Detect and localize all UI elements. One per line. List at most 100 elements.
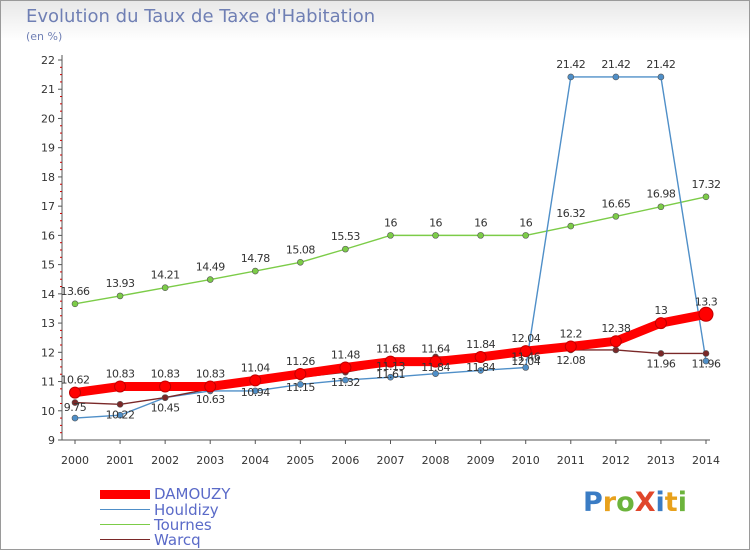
data-point-warcq	[161, 394, 169, 401]
data-label-houldizy: 21.42	[556, 58, 585, 71]
x-tick-label: 2011	[557, 454, 585, 467]
y-tick-label: 21	[41, 83, 55, 96]
data-label-damouzy: 13.3	[695, 295, 718, 308]
data-point-damouzy	[698, 306, 714, 322]
data-label-tournes: 16.65	[601, 197, 630, 210]
y-tick-label: 19	[41, 142, 55, 155]
x-tick-label: 2002	[151, 454, 179, 467]
legend-label-damouzy: DAMOUZY	[154, 485, 231, 503]
data-label-warcq: 11.96	[646, 357, 675, 370]
legend-label-tournes: Tournes	[154, 516, 212, 534]
y-tick-label: 11	[41, 376, 55, 389]
x-tick-label: 2013	[647, 454, 675, 467]
logo-letter: i	[677, 487, 687, 518]
y-tick-label: 10	[41, 405, 55, 418]
data-label-damouzy: 12.04	[511, 332, 540, 345]
data-label-warcq: 10.94	[241, 386, 270, 399]
logo-letter: r	[602, 487, 617, 518]
y-tick-label: 20	[41, 112, 55, 125]
data-point-damouzy	[159, 380, 172, 393]
data-point-damouzy	[114, 380, 127, 393]
chart-subtitle: (en %)	[26, 30, 63, 43]
data-label-damouzy: 10.83	[196, 368, 225, 381]
data-label-houldizy: 11.46	[511, 351, 540, 364]
y-tick-label: 17	[41, 200, 55, 213]
data-point-tournes	[657, 203, 665, 211]
data-point-warcq	[612, 346, 620, 354]
data-label-tournes: 16	[519, 216, 532, 229]
data-point-houldizy	[612, 73, 620, 81]
data-label-houldizy: 11.13	[376, 360, 405, 373]
data-label-warcq: 11.84	[466, 361, 495, 374]
data-label-houldizy: 9.75	[64, 401, 87, 414]
data-label-tournes: 17.32	[692, 178, 721, 191]
data-point-damouzy	[474, 350, 487, 363]
data-point-tournes	[206, 276, 214, 283]
data-point-tournes	[297, 258, 304, 266]
x-tick-label: 2003	[196, 454, 224, 467]
data-point-houldizy	[71, 414, 79, 422]
data-point-tournes	[251, 267, 259, 275]
data-label-damouzy: 10.83	[151, 368, 180, 381]
legend-label-warcq: Warcq	[154, 531, 201, 549]
data-label-damouzy: 11.48	[331, 349, 360, 362]
data-point-houldizy	[702, 357, 710, 365]
data-point-houldizy	[522, 364, 530, 371]
data-point-damouzy	[69, 386, 81, 399]
y-tick-label: 18	[41, 171, 55, 184]
data-label-damouzy: 11.68	[376, 343, 405, 356]
data-point-houldizy	[432, 370, 439, 377]
data-label-warcq: 11.84	[421, 361, 450, 374]
data-label-tournes: 14.49	[196, 261, 225, 274]
legend-label-houldizy: Houldizy	[154, 501, 219, 519]
y-tick-label: 15	[41, 259, 55, 272]
data-point-damouzy	[204, 380, 217, 393]
logo-letter: i	[655, 487, 665, 518]
data-point-tournes	[612, 213, 620, 220]
data-label-tournes: 16	[474, 216, 487, 229]
data-label-tournes: 13.66	[61, 285, 90, 298]
y-tick-label: 9	[48, 434, 55, 447]
data-point-tournes	[702, 193, 710, 201]
y-tick-label: 12	[41, 346, 55, 359]
data-label-damouzy: 10.62	[61, 374, 90, 387]
logo-letter: o	[616, 487, 635, 518]
x-tick-label: 2000	[61, 454, 89, 467]
data-label-warcq: 11.96	[692, 357, 721, 370]
x-tick-label: 2008	[422, 454, 450, 467]
data-label-warcq: 12.08	[556, 354, 585, 367]
x-tick-label: 2009	[467, 454, 495, 467]
data-point-tournes	[477, 232, 484, 239]
data-label-tournes: 15.08	[286, 243, 315, 256]
legend-swatch-warcq	[100, 539, 150, 540]
logo-letter: t	[664, 487, 678, 518]
data-point-houldizy	[387, 373, 394, 381]
data-point-houldizy	[657, 73, 665, 81]
data-point-tournes	[387, 232, 394, 239]
logo-letter: X	[634, 487, 656, 518]
data-point-warcq	[71, 399, 79, 406]
data-point-warcq	[116, 401, 124, 408]
x-tick-label: 2004	[241, 454, 269, 467]
data-label-tournes: 16	[384, 216, 397, 229]
data-label-tournes: 15.53	[331, 230, 360, 243]
x-tick-label: 2001	[106, 454, 134, 467]
data-point-warcq	[657, 350, 665, 357]
data-label-tournes: 16.32	[556, 207, 585, 220]
data-point-houldizy	[477, 367, 484, 374]
data-label-tournes: 16	[429, 216, 442, 229]
data-point-damouzy	[249, 374, 262, 387]
data-label-tournes: 16.98	[646, 188, 675, 201]
legend-swatch-damouzy	[100, 490, 150, 499]
data-label-tournes: 13.93	[106, 277, 135, 290]
data-point-damouzy	[654, 317, 667, 330]
data-label-warcq: 10.45	[151, 402, 180, 415]
data-point-tournes	[342, 245, 349, 253]
data-label-houldizy: 21.42	[601, 58, 630, 71]
proxiti-logo: ProXiti	[583, 487, 687, 518]
x-tick-label: 2012	[602, 454, 630, 467]
y-tick-label: 16	[41, 229, 55, 242]
data-point-tournes	[522, 232, 530, 239]
